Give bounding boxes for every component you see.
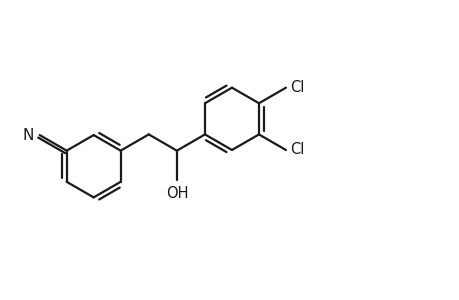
Text: Cl: Cl — [289, 142, 303, 158]
Text: N: N — [22, 128, 34, 142]
Text: Cl: Cl — [289, 80, 303, 95]
Text: OH: OH — [165, 186, 188, 201]
